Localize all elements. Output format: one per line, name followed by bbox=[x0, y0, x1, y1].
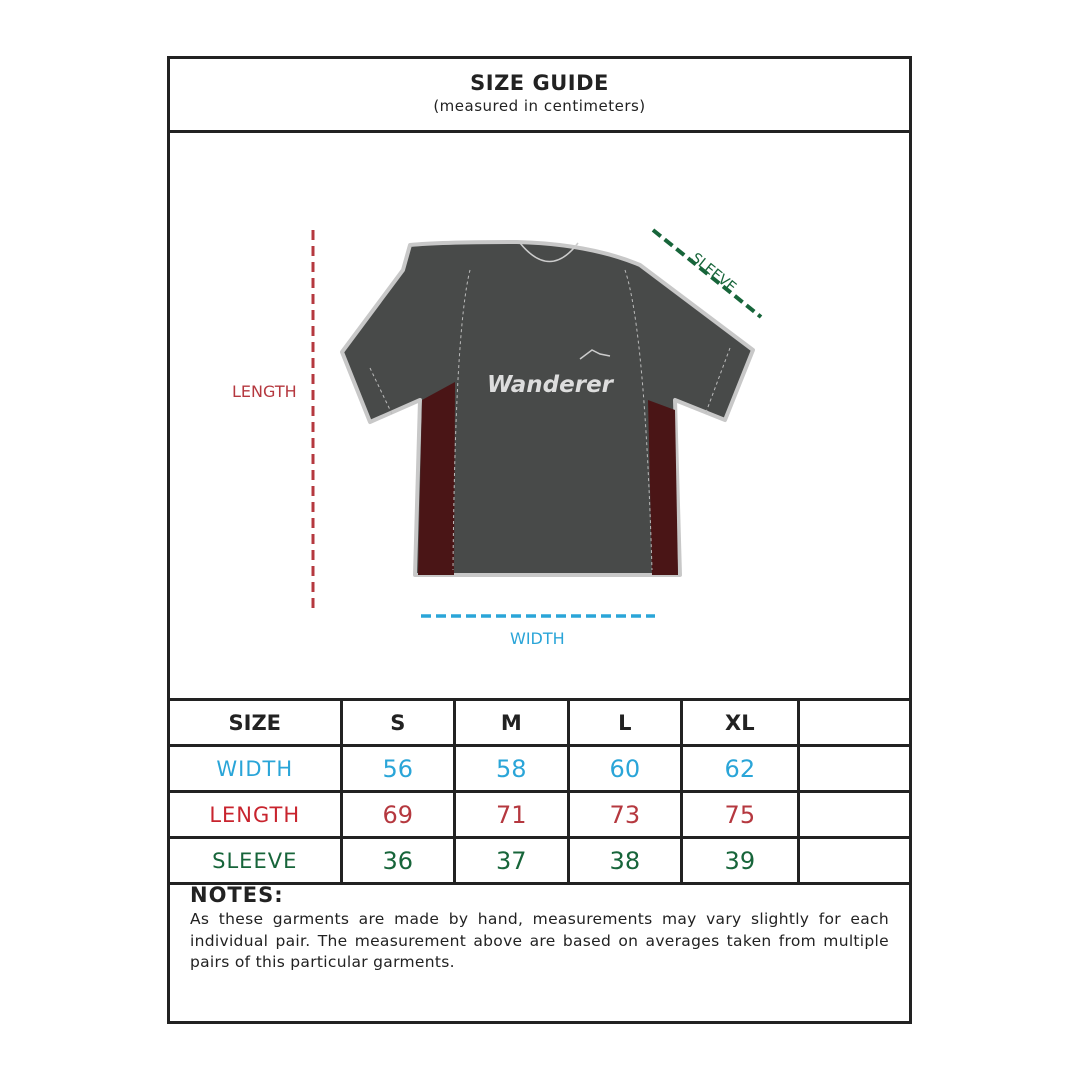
table-cell bbox=[796, 744, 913, 793]
shirt-image: Wanderer bbox=[340, 240, 755, 577]
row-label: SLEEVE bbox=[167, 836, 343, 885]
table-cell: 75 bbox=[680, 790, 800, 839]
table-cell: 37 bbox=[453, 836, 570, 885]
notes-title: NOTES: bbox=[190, 883, 284, 907]
table-row-sleeve: SLEEVE 36 37 38 39 bbox=[167, 836, 913, 885]
table-cell: 58 bbox=[453, 744, 570, 793]
table-cell bbox=[796, 836, 913, 885]
table-row-width: WIDTH 56 58 60 62 bbox=[167, 744, 913, 793]
table-cell: 73 bbox=[566, 790, 684, 839]
header-cell: L bbox=[566, 698, 684, 747]
shirt-logo: Wanderer bbox=[487, 372, 615, 398]
sleeve-line bbox=[651, 228, 763, 319]
table-cell: 62 bbox=[680, 744, 800, 793]
header: SIZE GUIDE (measured in centimeters) bbox=[170, 59, 909, 133]
size-guide: SIZE GUIDE (measured in centimeters) Wa bbox=[167, 56, 913, 1024]
row-label: LENGTH bbox=[167, 790, 343, 839]
header-cell: S bbox=[339, 698, 457, 747]
table-cell: 69 bbox=[339, 790, 457, 839]
size-table: SIZE S M L XL WIDTH 56 58 60 62 LENGTH 6… bbox=[167, 698, 913, 885]
table-row-length: LENGTH 69 71 73 75 bbox=[167, 790, 913, 839]
length-label: LENGTH bbox=[232, 382, 297, 401]
notes: NOTES: As these garments are made by han… bbox=[190, 883, 889, 974]
width-label: WIDTH bbox=[510, 629, 565, 648]
table-cell: 60 bbox=[566, 744, 684, 793]
notes-body: As these garments are made by hand, meas… bbox=[190, 910, 889, 971]
table-cell: 39 bbox=[680, 836, 800, 885]
table-header-row: SIZE S M L XL bbox=[167, 698, 913, 747]
header-cell: M bbox=[453, 698, 570, 747]
header-cell: SIZE bbox=[167, 698, 343, 747]
page-subtitle: (measured in centimeters) bbox=[433, 97, 646, 115]
shirt-diagram: Wanderer LENGTH WIDTH SLEEVE bbox=[170, 130, 909, 701]
table-cell: 36 bbox=[339, 836, 457, 885]
header-cell bbox=[796, 698, 913, 747]
table-cell: 38 bbox=[566, 836, 684, 885]
table-cell: 71 bbox=[453, 790, 570, 839]
header-cell: XL bbox=[680, 698, 800, 747]
table-cell: 56 bbox=[339, 744, 457, 793]
page-title: SIZE GUIDE bbox=[470, 71, 609, 95]
table-cell bbox=[796, 790, 913, 839]
row-label: WIDTH bbox=[167, 744, 343, 793]
